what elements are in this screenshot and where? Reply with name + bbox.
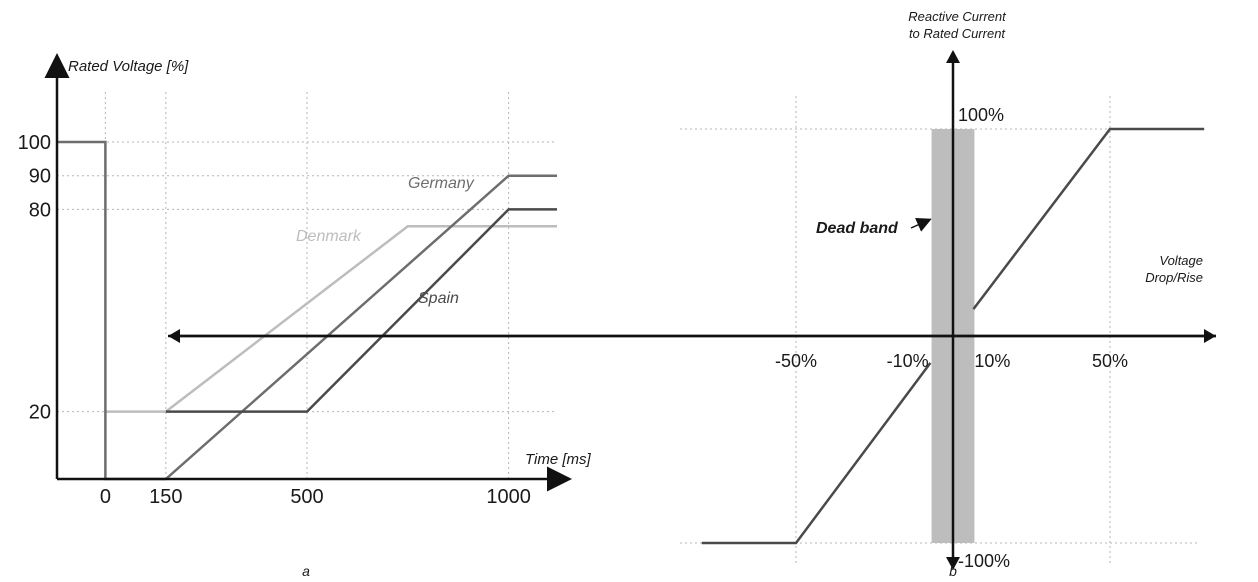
- series-label-spain: Spain: [418, 290, 459, 307]
- y-axis-label-line2: to Rated Current: [909, 26, 1006, 41]
- x-tick-label-0: 0: [100, 486, 111, 508]
- series-group: [701, 127, 1205, 545]
- x-axis-label-line2: Drop/Rise: [1145, 270, 1203, 285]
- x-tick-label-3: 50%: [1092, 351, 1128, 371]
- grid: [57, 92, 557, 479]
- x-axis-label-line1: Voltage: [1159, 253, 1203, 268]
- y-tick-label-1: -100%: [958, 551, 1010, 571]
- x-tick-labels: 0 150 500 1000: [100, 486, 531, 508]
- series-line-denmark: [105, 225, 557, 413]
- reactive-current-chart: Reactive Current to Rated Current Voltag…: [168, 9, 1216, 579]
- y-tick-label-0: 100%: [958, 105, 1004, 125]
- y-tick-label-1: 80: [29, 199, 51, 221]
- x-tick-labels: -50% -10% 10% 50%: [775, 351, 1128, 371]
- y-axis-arrow-up: [946, 50, 960, 63]
- caption-b: b: [949, 563, 957, 579]
- x-tick-label-2: 500: [290, 486, 323, 508]
- x-tick-label-3: 1000: [486, 486, 531, 508]
- y-tick-label-2: 90: [29, 166, 51, 188]
- y-axis-label-line1: Reactive Current: [908, 9, 1007, 24]
- y-tick-label-3: 100: [18, 132, 51, 154]
- voltage-time-chart: Rated Voltage [%] Time [ms] 20 80 90 100 0 1…: [18, 53, 592, 579]
- caption-a: a: [302, 563, 310, 579]
- x-axis-label: Time [ms]: [525, 451, 592, 468]
- series-label-denmark: Denmark: [296, 228, 362, 245]
- x-axis-arrow-left: [168, 329, 180, 343]
- characteristic-segment-1: [972, 127, 1205, 310]
- x-tick-label-0: -50%: [775, 351, 817, 371]
- dead-band-arrow: [910, 218, 932, 232]
- x-tick-label-2: 10%: [974, 351, 1010, 371]
- y-tick-labels: 100% -100%: [958, 105, 1010, 571]
- dead-band-label: Dead band: [816, 220, 899, 237]
- x-tick-label-1: 150: [149, 486, 182, 508]
- characteristic-segment-0: [701, 362, 932, 545]
- y-axis-label: Rated Voltage [%]: [68, 58, 189, 75]
- y-axis-arrow-down: [946, 557, 960, 570]
- y-tick-label-0: 20: [29, 402, 51, 424]
- x-tick-label-1: -10%: [887, 351, 929, 371]
- series-line-spain: [165, 208, 557, 413]
- series-label-germany: Germany: [408, 175, 475, 192]
- y-tick-labels: 20 80 90 100: [18, 132, 51, 424]
